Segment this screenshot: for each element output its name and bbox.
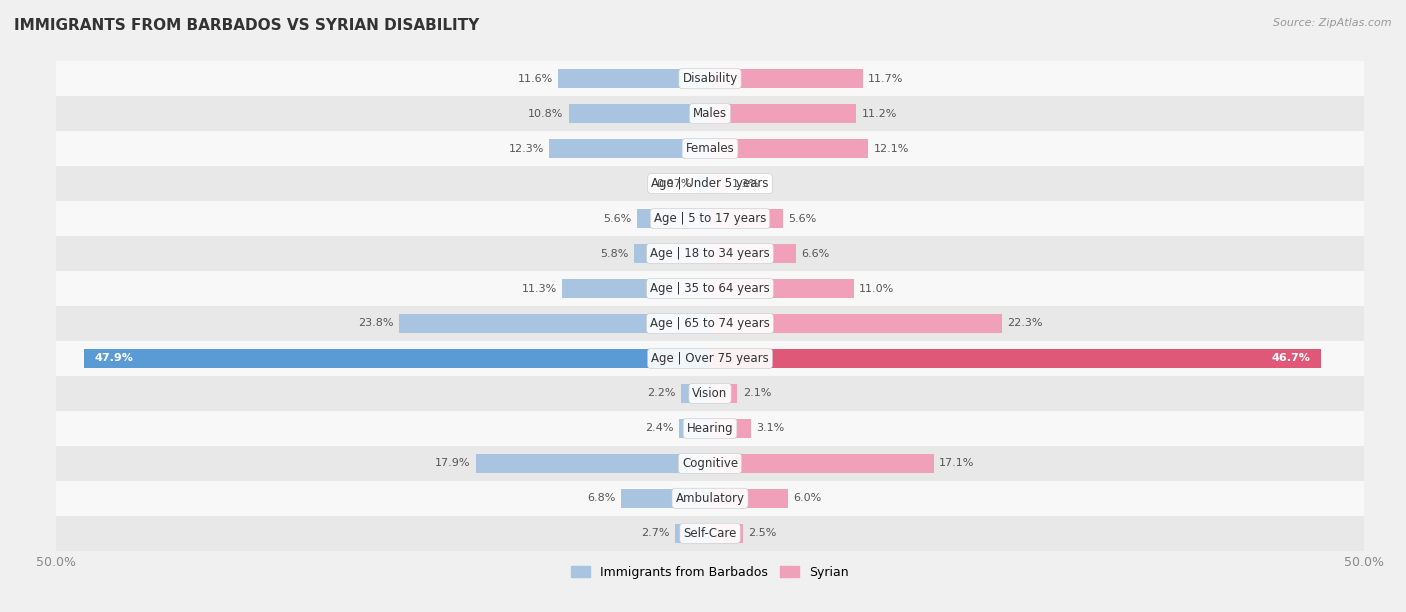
Text: 6.8%: 6.8% xyxy=(588,493,616,503)
Text: 11.2%: 11.2% xyxy=(862,109,897,119)
Text: 11.3%: 11.3% xyxy=(522,283,557,294)
Text: 1.3%: 1.3% xyxy=(733,179,761,188)
Text: 6.0%: 6.0% xyxy=(794,493,823,503)
Text: Males: Males xyxy=(693,107,727,120)
Bar xyxy=(56,166,1364,201)
Text: Hearing: Hearing xyxy=(686,422,734,435)
Text: Disability: Disability xyxy=(682,72,738,85)
Text: 2.2%: 2.2% xyxy=(648,389,676,398)
Text: Age | Under 5 years: Age | Under 5 years xyxy=(651,177,769,190)
Text: 22.3%: 22.3% xyxy=(1007,318,1042,329)
Bar xyxy=(477,453,710,473)
Text: 12.1%: 12.1% xyxy=(873,144,908,154)
Text: 11.0%: 11.0% xyxy=(859,283,894,294)
Text: 47.9%: 47.9% xyxy=(94,354,134,364)
Bar xyxy=(56,341,1364,376)
Bar xyxy=(562,279,710,298)
Text: 5.6%: 5.6% xyxy=(789,214,817,223)
Text: 11.7%: 11.7% xyxy=(869,73,904,84)
Text: 2.4%: 2.4% xyxy=(645,424,673,433)
Legend: Immigrants from Barbados, Syrian: Immigrants from Barbados, Syrian xyxy=(567,561,853,584)
Bar xyxy=(710,69,863,88)
Text: 0.97%: 0.97% xyxy=(657,179,692,188)
Bar xyxy=(710,384,738,403)
Text: Age | 18 to 34 years: Age | 18 to 34 years xyxy=(650,247,770,260)
Bar xyxy=(56,411,1364,446)
Bar xyxy=(56,201,1364,236)
Bar xyxy=(710,279,853,298)
Text: 46.7%: 46.7% xyxy=(1271,354,1310,364)
Text: 10.8%: 10.8% xyxy=(529,109,564,119)
Text: Source: ZipAtlas.com: Source: ZipAtlas.com xyxy=(1274,18,1392,28)
Bar xyxy=(558,69,710,88)
Text: Vision: Vision xyxy=(692,387,728,400)
Text: 17.1%: 17.1% xyxy=(939,458,974,468)
Text: Age | 5 to 17 years: Age | 5 to 17 years xyxy=(654,212,766,225)
Bar xyxy=(710,104,856,123)
Bar xyxy=(710,174,727,193)
Bar xyxy=(679,419,710,438)
Bar xyxy=(399,314,710,333)
Bar xyxy=(56,481,1364,516)
Bar xyxy=(56,96,1364,131)
Bar xyxy=(710,453,934,473)
Text: Females: Females xyxy=(686,142,734,155)
Bar xyxy=(56,271,1364,306)
Bar xyxy=(56,446,1364,481)
Bar xyxy=(710,139,869,159)
Bar xyxy=(56,306,1364,341)
Bar xyxy=(621,489,710,508)
Text: 5.6%: 5.6% xyxy=(603,214,631,223)
Text: 2.7%: 2.7% xyxy=(641,528,669,539)
Text: Age | 65 to 74 years: Age | 65 to 74 years xyxy=(650,317,770,330)
Bar xyxy=(550,139,710,159)
Bar xyxy=(56,516,1364,551)
Bar xyxy=(710,209,783,228)
Bar xyxy=(710,524,742,543)
Bar xyxy=(697,174,710,193)
Bar xyxy=(675,524,710,543)
Bar xyxy=(637,209,710,228)
Text: 2.5%: 2.5% xyxy=(748,528,776,539)
Text: 17.9%: 17.9% xyxy=(436,458,471,468)
Text: 2.1%: 2.1% xyxy=(742,389,770,398)
Bar xyxy=(710,244,796,263)
Bar xyxy=(710,349,1320,368)
Text: Cognitive: Cognitive xyxy=(682,457,738,470)
Text: 3.1%: 3.1% xyxy=(756,424,785,433)
Text: 12.3%: 12.3% xyxy=(509,144,544,154)
Text: 5.8%: 5.8% xyxy=(600,248,628,258)
Bar xyxy=(710,419,751,438)
Text: Self-Care: Self-Care xyxy=(683,527,737,540)
Text: IMMIGRANTS FROM BARBADOS VS SYRIAN DISABILITY: IMMIGRANTS FROM BARBADOS VS SYRIAN DISAB… xyxy=(14,18,479,34)
Text: 23.8%: 23.8% xyxy=(359,318,394,329)
Bar xyxy=(569,104,710,123)
Bar xyxy=(56,236,1364,271)
Bar xyxy=(84,349,710,368)
Text: Ambulatory: Ambulatory xyxy=(675,492,745,505)
Bar xyxy=(634,244,710,263)
Bar xyxy=(56,61,1364,96)
Text: 11.6%: 11.6% xyxy=(517,73,553,84)
Bar xyxy=(710,314,1001,333)
Text: Age | 35 to 64 years: Age | 35 to 64 years xyxy=(650,282,770,295)
Bar xyxy=(682,384,710,403)
Text: Age | Over 75 years: Age | Over 75 years xyxy=(651,352,769,365)
Bar xyxy=(710,489,789,508)
Bar xyxy=(56,131,1364,166)
Text: 6.6%: 6.6% xyxy=(801,248,830,258)
Bar xyxy=(56,376,1364,411)
